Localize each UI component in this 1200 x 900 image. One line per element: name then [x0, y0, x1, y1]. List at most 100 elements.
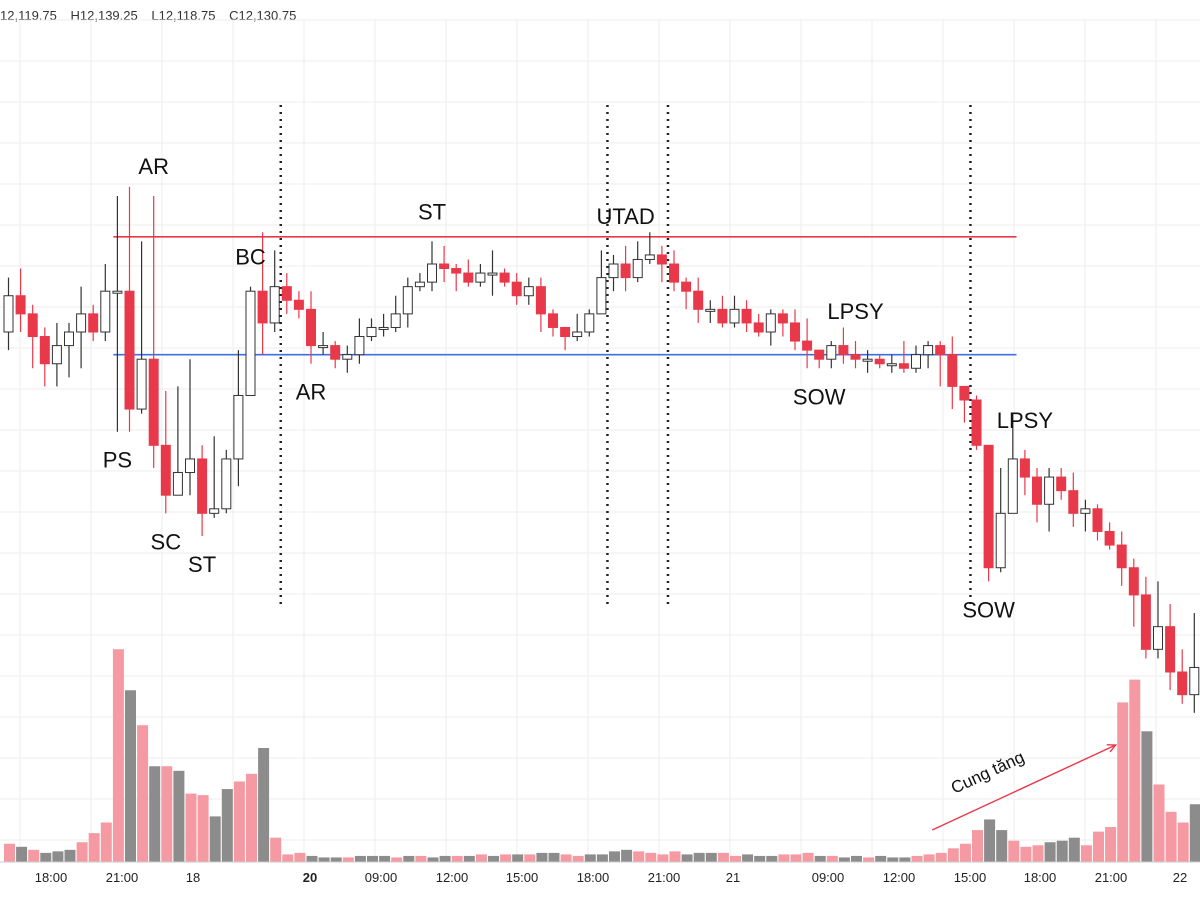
candle-down: [281, 286, 292, 301]
candle-down: [1128, 567, 1139, 596]
volume-bar: [1177, 822, 1189, 862]
volume-bar: [342, 857, 354, 862]
candle-up: [705, 308, 716, 312]
candle-up: [233, 394, 244, 460]
volume-bar: [52, 851, 64, 862]
candle-up: [886, 363, 897, 367]
candle-up: [136, 358, 147, 410]
candle-down: [850, 354, 861, 360]
volume-bar: [790, 854, 802, 862]
volume-bar: [64, 849, 76, 862]
volume-bar: [536, 852, 548, 862]
volume-bar: [1141, 731, 1153, 862]
candle-up: [523, 286, 534, 297]
volume-bar: [1129, 679, 1141, 862]
x-tick-label: 15:00: [954, 870, 987, 885]
volume-bar: [681, 854, 693, 862]
annotation-label: BC: [235, 245, 266, 270]
volume-bar: [996, 830, 1008, 862]
chart-grid: [0, 19, 1200, 862]
candle-down: [681, 281, 692, 292]
candle-down: [499, 272, 510, 283]
volume-bar: [415, 855, 427, 862]
candles: [3, 186, 1200, 713]
volume-bar: [754, 855, 766, 862]
candle-up: [1044, 476, 1055, 505]
volume-bar: [475, 854, 487, 862]
volume-bar: [838, 857, 850, 862]
candle-down: [971, 399, 982, 446]
x-tick-label: 15:00: [506, 870, 539, 885]
volume-bar: [500, 854, 512, 862]
volume-bar: [149, 766, 161, 862]
candle-down: [1019, 458, 1030, 478]
x-tick-label: 21:00: [648, 870, 681, 885]
candle-down: [88, 313, 99, 333]
arrow-label: Cung tăng: [948, 747, 1027, 797]
candle-up: [209, 508, 220, 514]
candle-up: [342, 354, 353, 360]
volume-bar: [814, 855, 826, 862]
volume-bar: [258, 748, 270, 862]
volume-bar: [1189, 804, 1200, 862]
candle-up: [475, 272, 486, 283]
x-tick-label: 21:00: [1095, 870, 1128, 885]
volume-bar: [1044, 842, 1056, 862]
volume-bar: [330, 857, 342, 862]
candle-up: [584, 313, 595, 333]
volume-bar: [88, 833, 100, 862]
volume-bar: [76, 842, 88, 862]
annotation-label: AR: [138, 154, 169, 179]
candle-down: [693, 290, 704, 310]
volume-bar: [1032, 845, 1044, 862]
volume-bar: [645, 852, 657, 862]
volume-bar: [621, 849, 633, 862]
volume-bar: [451, 855, 463, 862]
candle-down: [27, 313, 38, 338]
candle-down: [330, 345, 341, 360]
x-tick-label: 18: [186, 870, 200, 885]
candle-down: [1056, 476, 1067, 492]
volume-bar: [730, 855, 741, 862]
candle-down: [257, 290, 268, 324]
candle-up: [1080, 508, 1091, 514]
candle-down: [160, 444, 171, 496]
volume-bar: [548, 852, 560, 862]
volume-bars: [4, 649, 1200, 862]
candle-up: [923, 345, 934, 356]
candle-up: [862, 358, 873, 362]
volume-bar: [826, 855, 838, 862]
candle-up: [185, 458, 195, 474]
volume-bar: [705, 852, 717, 862]
candle-down: [874, 358, 885, 365]
volume-bar: [270, 837, 282, 862]
x-tick-label: 20: [303, 870, 317, 885]
candle-up: [76, 313, 87, 333]
volume-bar: [306, 855, 318, 862]
candle-up: [765, 313, 776, 333]
annotation-label: SOW: [793, 384, 846, 409]
volume-bar: [197, 795, 209, 862]
candle-up: [1189, 666, 1200, 696]
volume-bar: [233, 781, 245, 862]
candle-up: [112, 290, 123, 294]
candle-down: [451, 268, 462, 274]
volume-bar: [1056, 840, 1068, 862]
volume-bar: [16, 846, 28, 862]
volume-bar: [923, 854, 935, 862]
volume-bar: [209, 816, 221, 862]
candle-up: [402, 286, 413, 315]
candle-up: [390, 313, 401, 328]
candle-down: [439, 263, 450, 270]
candle-down: [124, 290, 135, 410]
volume-bar: [125, 690, 136, 862]
x-tick-label: 18:00: [1024, 870, 1057, 885]
volume-bar: [367, 855, 378, 862]
ohlc-readout: 12,119.75 H12,139.25 L12,118.75 C12,130.…: [0, 8, 306, 23]
candle-up: [3, 295, 14, 333]
candle-up: [1153, 626, 1163, 650]
x-tick-label: 18:00: [35, 870, 68, 885]
candle-down: [935, 345, 946, 356]
candle-down: [669, 263, 679, 283]
